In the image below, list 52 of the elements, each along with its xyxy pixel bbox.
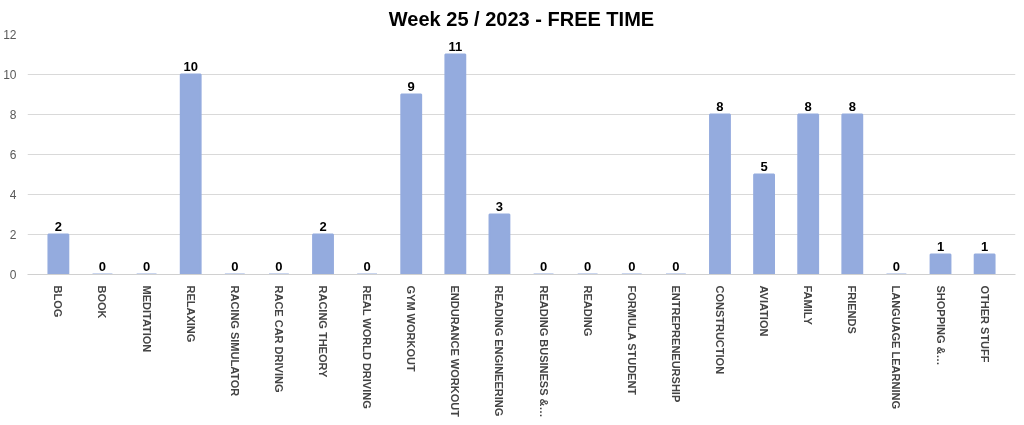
x-tick-label: RACE CAR DRIVING xyxy=(272,285,285,393)
x-tick-label: FORMULA STUDENT xyxy=(625,285,638,396)
x-tick-label: ENTREPRENEURSHIP xyxy=(669,285,682,403)
x-tick-label: AVIATION xyxy=(758,285,771,337)
x-tick-label: GYM WORKOUT xyxy=(405,285,418,372)
data-label: 5 xyxy=(760,158,768,174)
y-tick-label: 6 xyxy=(9,148,17,162)
data-label: 0 xyxy=(98,258,107,274)
data-label: 0 xyxy=(584,258,592,274)
x-tick-label: BLOG xyxy=(52,285,65,318)
data-label: 9 xyxy=(407,78,415,94)
data-label: 11 xyxy=(448,38,463,54)
data-label: 0 xyxy=(275,258,283,274)
x-tick-label: REAL WORLD DRIVING xyxy=(361,285,374,409)
y-tick-label: 0 xyxy=(9,268,17,282)
data-label: 8 xyxy=(848,98,856,114)
data-label: 8 xyxy=(804,98,812,114)
data-label: 0 xyxy=(142,258,151,274)
y-tick-label: 12 xyxy=(3,28,17,42)
x-tick-label: OTHER STUFF xyxy=(978,285,991,363)
x-tick-label: READING xyxy=(581,285,594,337)
data-label: 3 xyxy=(495,198,504,214)
data-label: 1 xyxy=(981,238,989,254)
y-tick-label: 4 xyxy=(9,188,17,202)
data-label: 0 xyxy=(672,258,680,274)
x-tick-label: BOOK xyxy=(96,285,109,319)
x-tick-label: SHOPPING &… xyxy=(934,285,947,366)
x-tick-label: READING ENGINEERING xyxy=(493,285,506,417)
y-tick-label: 2 xyxy=(9,228,17,242)
x-tick-label: FRIENDS xyxy=(846,285,859,334)
x-tick-label: RACING THEORY xyxy=(317,285,330,379)
x-tick-label: ENDURANCE WORKOUT xyxy=(449,285,462,418)
x-tick-label: RELAXING xyxy=(184,285,197,343)
x-tick-label: CONSTRUCTION xyxy=(713,285,726,375)
data-label: 10 xyxy=(183,58,198,74)
data-label: 0 xyxy=(892,258,901,274)
x-tick-label: RACING SIMULATOR xyxy=(228,285,241,397)
data-label: 0 xyxy=(539,258,548,274)
data-label: 1 xyxy=(936,238,945,254)
data-label: 0 xyxy=(231,258,239,274)
x-tick-label: LANGUAGE LEARNING xyxy=(890,285,903,409)
data-label: 0 xyxy=(628,258,636,274)
y-tick-label: 8 xyxy=(9,108,17,122)
data-label: 2 xyxy=(319,218,327,234)
x-tick-label: FAMILY xyxy=(802,285,815,326)
data-label: 2 xyxy=(54,218,62,234)
data-label: 0 xyxy=(363,258,371,274)
x-tick-label: READING BUSINESS &… xyxy=(537,285,550,418)
y-tick-label: 10 xyxy=(3,68,17,82)
data-label: 8 xyxy=(716,98,724,114)
chart-title: Week 25 / 2023 - FREE TIME xyxy=(388,7,655,30)
x-tick-label: MEDITATION xyxy=(140,285,153,353)
